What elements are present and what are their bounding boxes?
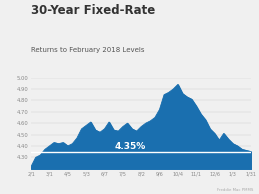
Text: Returns to February 2018 Levels: Returns to February 2018 Levels xyxy=(31,47,145,53)
Text: Freddie Mac PMMS: Freddie Mac PMMS xyxy=(218,188,254,192)
Text: 4.35%: 4.35% xyxy=(114,142,146,151)
Text: 30-Year Fixed-Rate: 30-Year Fixed-Rate xyxy=(31,4,155,17)
